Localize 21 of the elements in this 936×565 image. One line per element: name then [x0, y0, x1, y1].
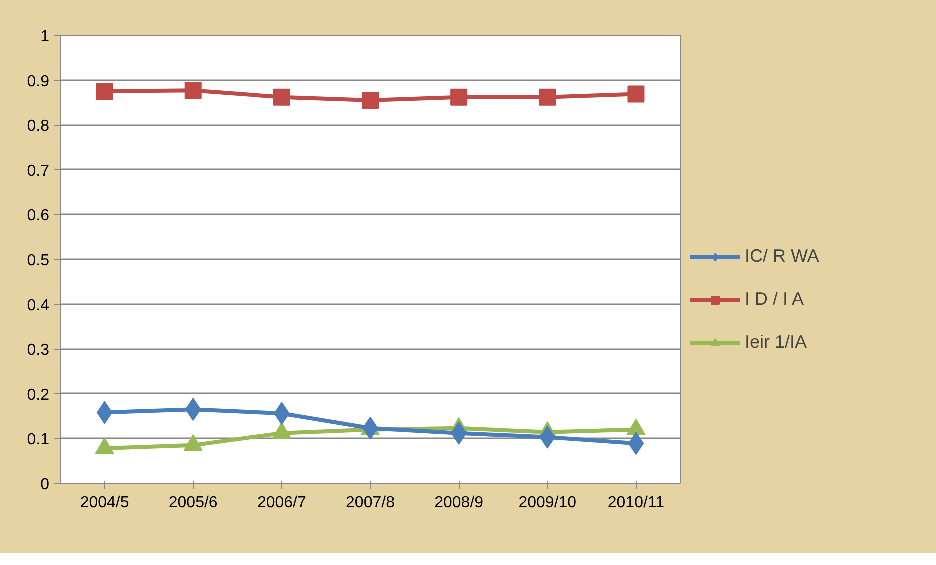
legend-label: Ieir 1/IA: [745, 332, 808, 353]
y-tick-label: 0: [40, 476, 50, 494]
y-tick-label: 0.6: [27, 208, 50, 225]
y-tick-label: 0.5: [27, 252, 50, 270]
x-tick-label: 2007/8: [346, 494, 396, 512]
x-tick-label: 2010/11: [608, 494, 665, 512]
y-tick-label: 0.7: [27, 162, 50, 180]
y-tick-label: 0.1: [27, 432, 50, 449]
legend-label: IC/ R WA: [745, 246, 820, 267]
x-tick-label: 2004/5: [80, 494, 130, 512]
x-tick-label: 2009/10: [518, 494, 577, 512]
y-tick-label: 0.8: [27, 118, 50, 136]
x-tick-label: 2006/7: [257, 494, 306, 512]
x-tick-label: 2008/9: [434, 494, 484, 512]
y-tick-label: 0.9: [27, 73, 50, 90]
legend-label: I D / I A: [745, 289, 804, 310]
y-tick-label: 0.4: [27, 297, 50, 314]
y-tick-label: 1: [40, 28, 50, 46]
x-tick-label: 2005/6: [168, 494, 218, 512]
y-tick-label: 0.3: [27, 342, 50, 360]
y-tick-label: 0.2: [27, 386, 50, 404]
